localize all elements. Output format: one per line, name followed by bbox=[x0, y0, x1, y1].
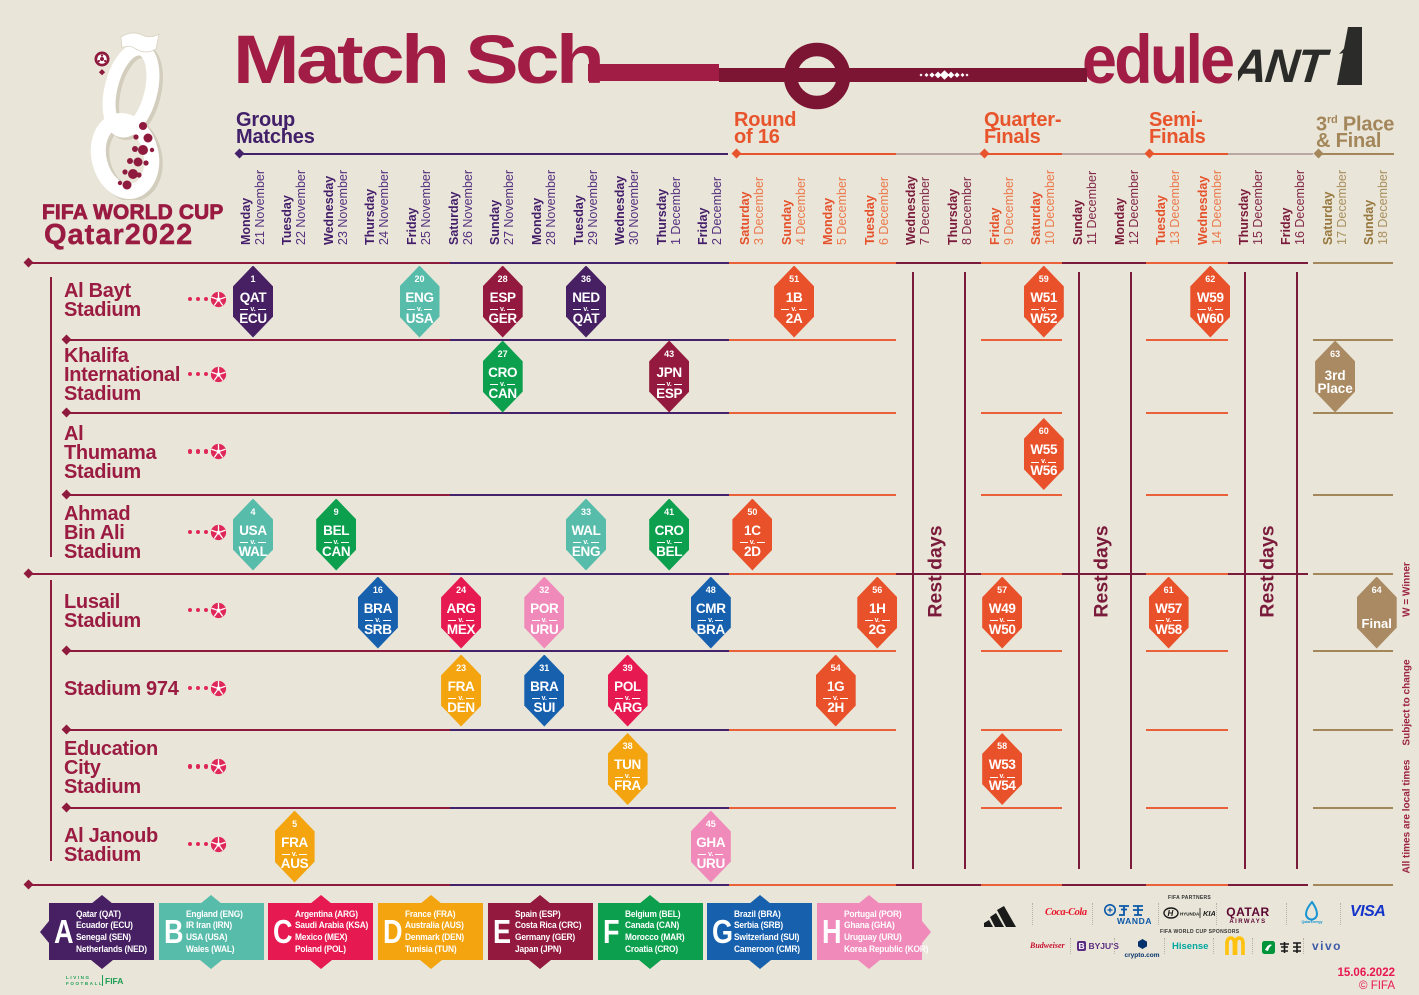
svg-text:KIA: KIA bbox=[1203, 909, 1215, 918]
svg-text:ANT: ANT bbox=[1238, 39, 1333, 90]
svg-text:WANDA: WANDA bbox=[1117, 916, 1151, 925]
svg-text:H: H bbox=[1168, 909, 1174, 918]
svg-text:HYUNDAI: HYUNDAI bbox=[1180, 912, 1201, 917]
svg-text:QatarEnergy: QatarEnergy bbox=[1301, 920, 1322, 924]
